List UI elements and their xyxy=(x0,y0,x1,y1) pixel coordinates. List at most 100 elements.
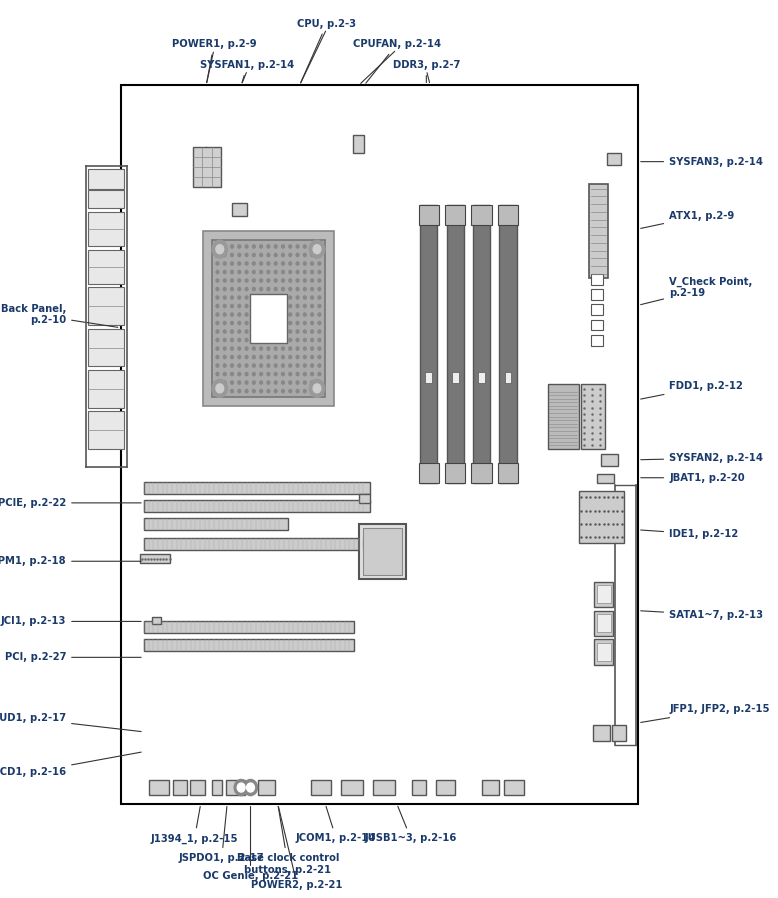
Circle shape xyxy=(245,390,248,392)
Circle shape xyxy=(223,330,226,333)
Circle shape xyxy=(267,296,270,299)
Bar xyxy=(250,294,287,343)
Circle shape xyxy=(310,287,314,291)
Circle shape xyxy=(275,347,277,350)
Circle shape xyxy=(275,253,277,257)
Circle shape xyxy=(303,339,307,341)
Circle shape xyxy=(282,253,285,257)
Circle shape xyxy=(296,279,299,282)
Circle shape xyxy=(275,321,277,325)
Circle shape xyxy=(260,356,262,358)
Circle shape xyxy=(303,381,307,384)
Circle shape xyxy=(230,390,233,392)
Bar xyxy=(436,780,455,795)
Circle shape xyxy=(282,373,285,375)
Bar xyxy=(311,780,331,795)
Circle shape xyxy=(216,270,219,274)
Circle shape xyxy=(296,245,299,248)
Circle shape xyxy=(267,330,270,333)
Circle shape xyxy=(313,245,321,254)
Circle shape xyxy=(230,287,233,291)
Circle shape xyxy=(267,262,270,265)
Circle shape xyxy=(238,270,240,274)
Bar xyxy=(359,524,406,579)
Circle shape xyxy=(260,373,262,375)
Circle shape xyxy=(216,356,219,358)
Circle shape xyxy=(289,373,292,375)
Circle shape xyxy=(318,330,321,333)
Circle shape xyxy=(238,347,240,350)
Circle shape xyxy=(289,253,292,257)
Circle shape xyxy=(230,296,233,299)
Circle shape xyxy=(230,321,233,325)
Bar xyxy=(594,611,613,636)
Bar xyxy=(88,250,124,284)
Circle shape xyxy=(230,339,233,341)
Circle shape xyxy=(252,390,255,392)
Bar xyxy=(193,147,221,187)
Bar xyxy=(452,372,458,383)
Bar xyxy=(190,780,205,795)
Circle shape xyxy=(282,262,285,265)
Circle shape xyxy=(223,245,226,248)
Bar xyxy=(504,780,524,795)
Circle shape xyxy=(310,262,314,265)
Circle shape xyxy=(260,287,262,291)
Circle shape xyxy=(275,339,277,341)
Circle shape xyxy=(260,245,262,248)
Bar xyxy=(88,287,124,325)
Circle shape xyxy=(230,364,233,367)
Circle shape xyxy=(296,304,299,308)
Circle shape xyxy=(289,347,292,350)
Circle shape xyxy=(282,245,285,248)
Circle shape xyxy=(238,253,240,257)
Circle shape xyxy=(310,313,314,316)
Text: ATX1, p.2-9: ATX1, p.2-9 xyxy=(640,210,734,228)
Circle shape xyxy=(245,339,248,341)
Circle shape xyxy=(267,390,270,392)
Circle shape xyxy=(260,347,262,350)
Circle shape xyxy=(260,330,262,333)
Circle shape xyxy=(237,783,245,792)
Bar xyxy=(144,538,370,550)
Bar xyxy=(499,205,517,483)
Circle shape xyxy=(267,381,270,384)
Circle shape xyxy=(310,356,314,358)
Circle shape xyxy=(252,262,255,265)
Circle shape xyxy=(245,279,248,282)
Circle shape xyxy=(216,287,219,291)
Bar xyxy=(478,372,485,383)
Circle shape xyxy=(244,779,258,796)
Circle shape xyxy=(216,390,219,392)
Circle shape xyxy=(223,321,226,325)
Text: JSPDO1, p.2-17: JSPDO1, p.2-17 xyxy=(179,806,265,863)
Circle shape xyxy=(310,296,314,299)
Circle shape xyxy=(216,330,219,333)
Circle shape xyxy=(289,296,292,299)
Circle shape xyxy=(318,262,321,265)
Bar xyxy=(420,205,437,483)
Bar xyxy=(232,203,247,216)
Bar xyxy=(88,370,124,408)
Circle shape xyxy=(296,390,299,392)
Circle shape xyxy=(223,262,226,265)
Bar xyxy=(202,232,334,406)
Bar xyxy=(412,780,426,795)
Circle shape xyxy=(310,245,314,248)
Circle shape xyxy=(289,287,292,291)
Circle shape xyxy=(282,347,285,350)
Circle shape xyxy=(223,313,226,316)
Bar xyxy=(591,289,603,300)
Bar xyxy=(144,500,370,512)
Circle shape xyxy=(303,330,307,333)
Circle shape xyxy=(318,270,321,274)
Circle shape xyxy=(260,304,262,308)
Bar xyxy=(498,463,518,483)
Circle shape xyxy=(296,253,299,257)
Bar xyxy=(597,585,611,603)
Circle shape xyxy=(223,356,226,358)
Bar xyxy=(591,274,603,285)
Circle shape xyxy=(216,384,223,393)
Bar xyxy=(471,205,492,224)
Circle shape xyxy=(318,373,321,375)
